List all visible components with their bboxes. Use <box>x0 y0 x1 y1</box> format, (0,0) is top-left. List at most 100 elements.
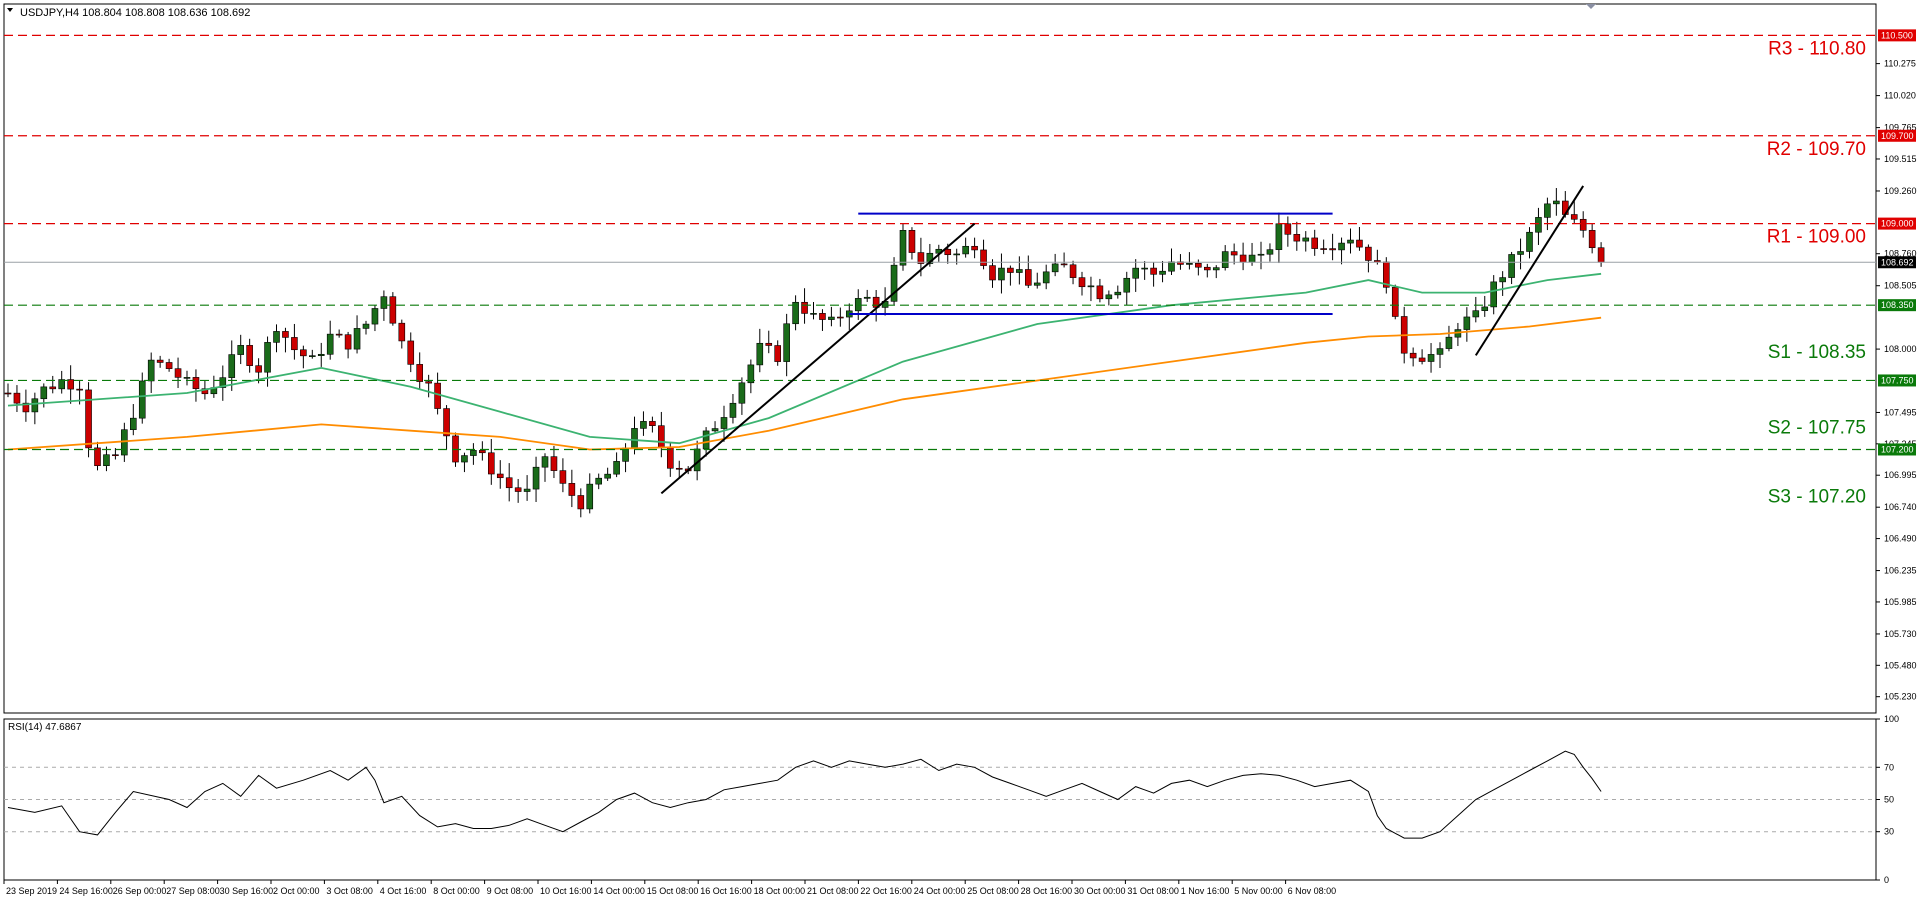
candle-body[interactable] <box>416 364 424 382</box>
candle-body[interactable] <box>675 467 683 470</box>
candle-body[interactable] <box>4 392 12 395</box>
candle-body[interactable] <box>971 245 978 251</box>
candle-body[interactable] <box>514 487 522 492</box>
candle-body[interactable] <box>389 296 397 324</box>
candle-body[interactable] <box>944 248 952 256</box>
candle-body[interactable] <box>917 252 925 264</box>
candle-body[interactable] <box>1186 263 1193 265</box>
candle-body[interactable] <box>40 386 48 400</box>
candle-body[interactable] <box>1033 282 1041 286</box>
candle-body[interactable] <box>801 301 808 314</box>
candle-body[interactable] <box>130 417 137 430</box>
candle-body[interactable] <box>1293 234 1301 242</box>
candle-body[interactable] <box>908 230 916 253</box>
candle-body[interactable] <box>1221 251 1229 268</box>
candle-body[interactable] <box>183 377 191 379</box>
candle-body[interactable] <box>631 428 638 449</box>
candle-body[interactable] <box>756 342 764 366</box>
rsi-pane[interactable]: 100 70 50 30 0 <box>3 714 1899 885</box>
candle-body[interactable] <box>1078 277 1086 288</box>
candle-body[interactable] <box>31 398 39 413</box>
candle-body[interactable] <box>1579 218 1587 231</box>
candle-body[interactable] <box>738 382 746 404</box>
candle-body[interactable] <box>282 331 289 338</box>
candle-body[interactable] <box>1329 248 1336 251</box>
candle-body[interactable] <box>1508 254 1515 278</box>
candle-body[interactable] <box>398 322 406 342</box>
candle-body[interactable] <box>559 470 567 484</box>
candle-body[interactable] <box>523 488 531 492</box>
moving-average-orange[interactable] <box>7 316 1602 451</box>
candle-body[interactable] <box>165 362 173 369</box>
candle-body[interactable] <box>765 342 773 346</box>
candle-body[interactable] <box>291 337 298 351</box>
candle-body[interactable] <box>85 389 92 449</box>
candle-body[interactable] <box>264 342 271 373</box>
candle-body[interactable] <box>94 447 101 467</box>
candle-body[interactable] <box>1042 271 1050 284</box>
candle-body[interactable] <box>317 353 325 356</box>
candle-body[interactable] <box>1284 223 1292 235</box>
candle-body[interactable] <box>1347 239 1354 244</box>
candle-body[interactable] <box>1114 291 1122 296</box>
candle-body[interactable] <box>1060 263 1068 266</box>
candle-body[interactable] <box>362 323 370 329</box>
candle-body[interactable] <box>1159 270 1166 275</box>
candle-body[interactable] <box>335 333 343 336</box>
candle-body[interactable] <box>1436 348 1444 355</box>
candle-body[interactable] <box>49 386 57 390</box>
candle-body[interactable] <box>461 455 468 463</box>
candle-body[interactable] <box>1087 285 1095 288</box>
candle-body[interactable] <box>1445 336 1453 349</box>
candle-body[interactable] <box>1490 281 1497 308</box>
trendline[interactable] <box>1474 185 1585 356</box>
candle-body[interactable] <box>1544 203 1551 218</box>
candle-body[interactable] <box>666 447 674 469</box>
candle-body[interactable] <box>1588 230 1596 249</box>
candle-body[interactable] <box>711 428 719 432</box>
candle-body[interactable] <box>1391 287 1399 317</box>
candle-body[interactable] <box>103 454 110 467</box>
candle-body[interactable] <box>112 454 119 457</box>
candle-body[interactable] <box>13 392 21 404</box>
candle-body[interactable] <box>174 368 182 378</box>
candle-body[interactable] <box>76 388 83 391</box>
candle-body[interactable] <box>1311 237 1318 249</box>
candle-body[interactable] <box>541 456 549 468</box>
candle-body[interactable] <box>1204 266 1211 271</box>
candle-body[interactable] <box>863 296 871 299</box>
candle-body[interactable] <box>774 345 782 362</box>
candle-body[interactable] <box>228 354 236 378</box>
candle-body[interactable] <box>819 313 826 320</box>
candle-body[interactable] <box>1239 254 1247 263</box>
candle-body[interactable] <box>1570 214 1578 220</box>
candle-body[interactable] <box>1212 267 1220 271</box>
candle-body[interactable] <box>138 380 146 419</box>
candle-body[interactable] <box>156 359 164 363</box>
candle-body[interactable] <box>1025 269 1032 286</box>
candle-body[interactable] <box>998 267 1005 281</box>
candle-body[interactable] <box>300 349 307 357</box>
candle-body[interactable] <box>613 461 620 475</box>
moving-average-green[interactable] <box>7 272 1602 445</box>
candle-body[interactable] <box>1132 267 1139 279</box>
candle-body[interactable] <box>201 388 209 395</box>
candle-body[interactable] <box>1105 294 1113 300</box>
candle-body[interactable] <box>505 477 513 489</box>
candle-body[interactable] <box>443 408 450 437</box>
candle-body[interactable] <box>22 402 30 413</box>
candle-body[interactable] <box>962 245 969 255</box>
candle-body[interactable] <box>326 333 334 355</box>
candle-body[interactable] <box>470 450 477 456</box>
candle-body[interactable] <box>1266 249 1274 255</box>
candle-body[interactable] <box>890 264 898 302</box>
candle-body[interactable] <box>1275 223 1283 250</box>
candle-body[interactable] <box>219 377 227 388</box>
candle-body[interactable] <box>989 265 996 281</box>
candle-body[interactable] <box>828 316 835 320</box>
candle-body[interactable] <box>604 473 611 479</box>
candle-body[interactable] <box>640 421 647 429</box>
scroll-marker-icon[interactable] <box>1586 4 1596 9</box>
candle-body[interactable] <box>586 483 594 510</box>
